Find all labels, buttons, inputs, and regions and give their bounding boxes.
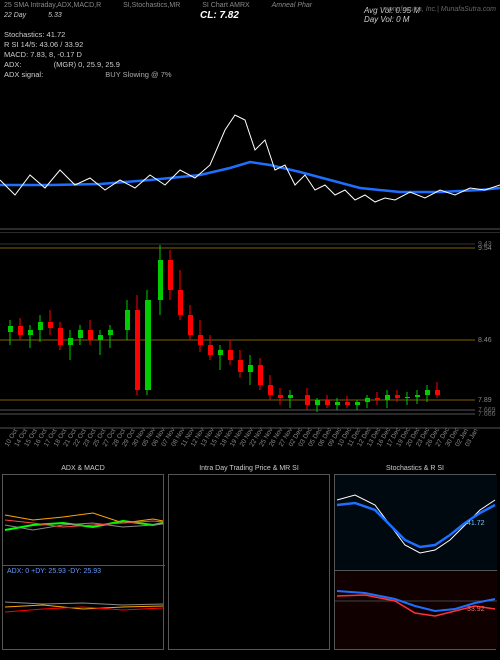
hdr-l1-a: 25 SMA Intraday,ADX,MACD,R [4,2,101,9]
adx-readout: ADX: 0 +DY: 25.93 -DY: 25.93 [3,566,163,577]
hdr-l1-b: SI,Stochastics,MR [123,2,180,9]
hdr-l1-c: SI Chart AMRX [202,2,249,9]
svg-text:33.92: 33.92 [467,606,485,613]
svg-text:41.72: 41.72 [467,520,485,527]
sma-price-chart [0,20,500,230]
panel-title: Stochastics & R SI [335,465,495,472]
val533: 5.33 [48,12,62,19]
svg-text:9.43: 9.43 [478,241,492,248]
indicator-panel: ADX & MACDADX: 0 +DY: 25.93 -DY: 25.93 [2,474,164,650]
indicator-panel: Intra Day Trading Price & MR SI [168,474,330,650]
svg-text:7.666: 7.666 [478,411,496,418]
watermark: munafasutra, Inc.| MunafaSutra.com [383,6,496,13]
hdr-l1-d: Amneal Phar [272,2,312,9]
panel-title: Intra Day Trading Price & MR SI [169,465,329,472]
svg-text:7.89: 7.89 [478,397,492,404]
panel-title: ADX & MACD [3,465,163,472]
svg-text:8.46: 8.46 [478,337,492,344]
candlestick-chart: 9.549.438.467.897.6697.66610 Oct14 Oct15… [0,232,500,460]
indicator-panel: Stochastics & R SI41.7233.92 [334,474,496,650]
day22: 22 Day [4,12,26,19]
